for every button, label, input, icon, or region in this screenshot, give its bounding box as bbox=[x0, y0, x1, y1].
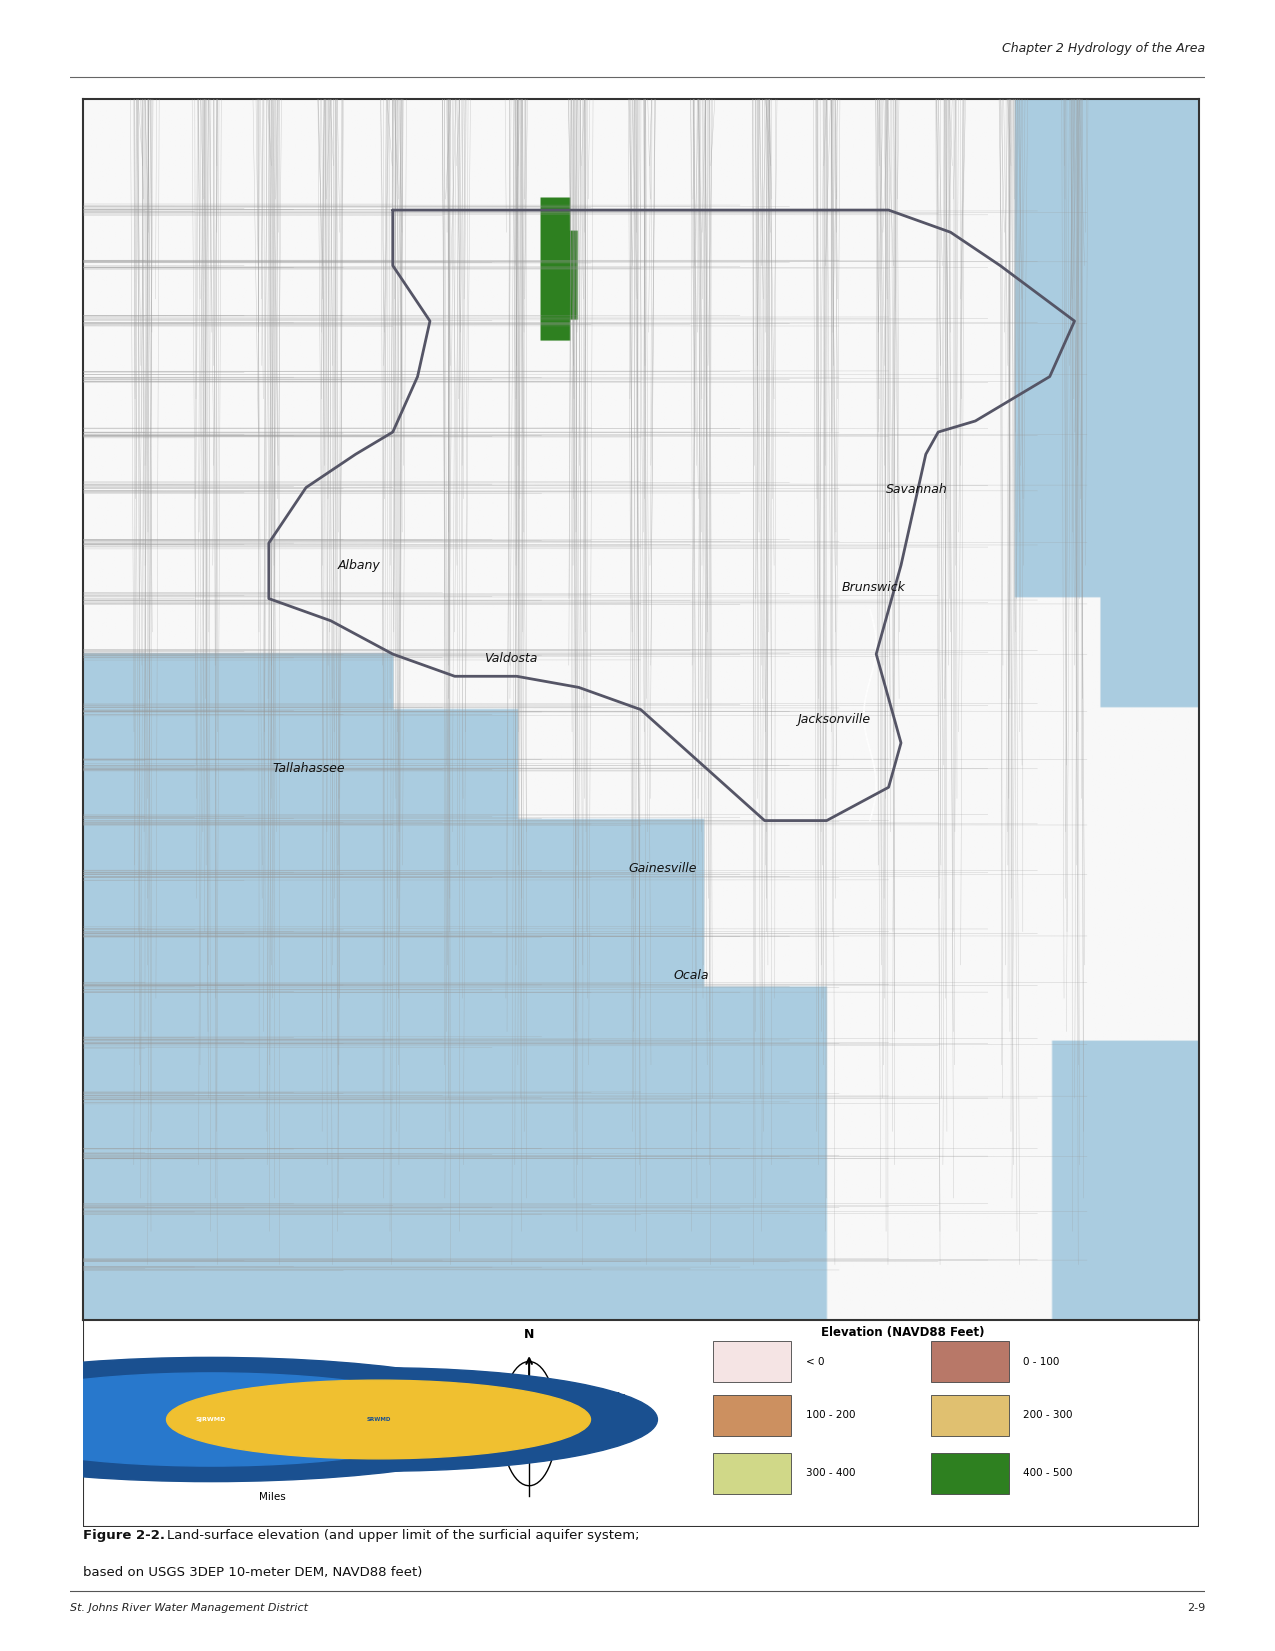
Text: St. Johns River Water Management District: St. Johns River Water Management Distric… bbox=[70, 1603, 309, 1613]
Text: 25: 25 bbox=[194, 1446, 207, 1456]
Bar bbox=[128, 1400, 200, 1430]
Text: 0 - 100: 0 - 100 bbox=[1024, 1357, 1060, 1367]
Text: based on USGS 3DEP 10-meter DEM, NAVD88 feet): based on USGS 3DEP 10-meter DEM, NAVD88 … bbox=[83, 1567, 422, 1580]
Bar bbox=[346, 1400, 418, 1430]
Text: 400 - 500: 400 - 500 bbox=[1024, 1468, 1072, 1478]
Text: Absolute Scale
1:2,400,000: Absolute Scale 1:2,400,000 bbox=[555, 1392, 626, 1413]
Text: Tallahassee: Tallahassee bbox=[273, 761, 346, 774]
Text: Ocala: Ocala bbox=[673, 969, 709, 982]
Bar bbox=[931, 1453, 1009, 1494]
Text: Valdosta: Valdosta bbox=[484, 652, 538, 665]
Text: Land-surface elevation (and upper limit of the surficial aquifer system;: Land-surface elevation (and upper limit … bbox=[167, 1529, 639, 1542]
Text: 2-9: 2-9 bbox=[1187, 1603, 1205, 1613]
Circle shape bbox=[167, 1380, 590, 1459]
Bar bbox=[713, 1395, 792, 1436]
Text: 200 - 300: 200 - 300 bbox=[1024, 1410, 1072, 1420]
Text: < 0: < 0 bbox=[806, 1357, 825, 1367]
Bar bbox=[713, 1341, 792, 1382]
Bar bbox=[713, 1453, 792, 1494]
Bar bbox=[931, 1341, 1009, 1382]
Text: Chapter 2 Hydrology of the Area: Chapter 2 Hydrology of the Area bbox=[1002, 43, 1205, 54]
Text: Miles: Miles bbox=[259, 1493, 286, 1502]
Bar bbox=[931, 1395, 1009, 1436]
Text: 100: 100 bbox=[408, 1446, 427, 1456]
Text: N: N bbox=[524, 1327, 534, 1341]
Bar bbox=[200, 1400, 273, 1430]
Text: Elevation (NAVD88 Feet): Elevation (NAVD88 Feet) bbox=[821, 1326, 984, 1339]
Text: Jacksonville: Jacksonville bbox=[797, 713, 870, 726]
Text: Gainesville: Gainesville bbox=[629, 862, 697, 875]
Bar bbox=[273, 1400, 346, 1430]
Text: SRWMD: SRWMD bbox=[366, 1417, 390, 1422]
Text: Figure 2-2.: Figure 2-2. bbox=[83, 1529, 164, 1542]
Text: 300 - 400: 300 - 400 bbox=[806, 1468, 856, 1478]
Circle shape bbox=[99, 1367, 658, 1471]
Text: Albany: Albany bbox=[337, 560, 380, 571]
Text: Brunswick: Brunswick bbox=[842, 581, 905, 594]
Text: 0: 0 bbox=[125, 1446, 130, 1456]
Text: 100 - 200: 100 - 200 bbox=[806, 1410, 856, 1420]
Text: 75: 75 bbox=[339, 1446, 352, 1456]
Text: Savannah: Savannah bbox=[886, 484, 947, 497]
Circle shape bbox=[0, 1357, 546, 1481]
Text: 50: 50 bbox=[266, 1446, 279, 1456]
Text: SJRWMD: SJRWMD bbox=[196, 1417, 227, 1422]
Circle shape bbox=[0, 1374, 462, 1466]
